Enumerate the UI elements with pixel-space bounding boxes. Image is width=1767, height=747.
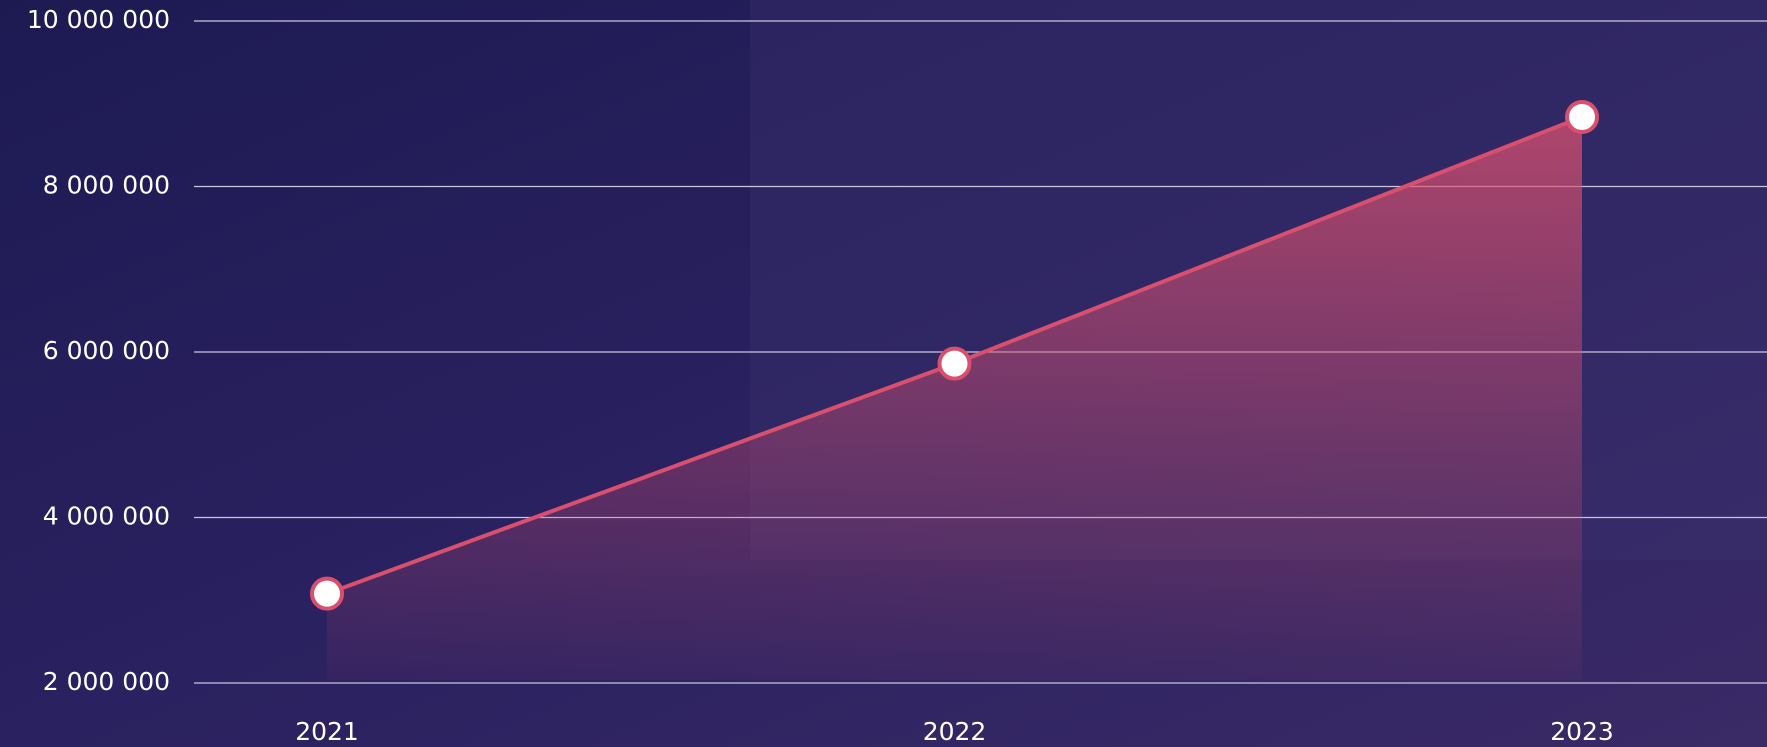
point [937,346,972,381]
x-tick-label: 2021 [295,717,359,746]
x-tick-label: 2023 [1550,717,1614,746]
y-tick-label: 6 000 000 [43,336,170,365]
y-tick-label: 4 000 000 [43,502,170,531]
y-tick-label: 2 000 000 [43,667,170,696]
y-tick-label: 10 000 000 [27,5,170,34]
point [1565,99,1599,134]
point [310,576,344,611]
x-tick-label: 2022 [923,717,987,746]
area [327,116,1582,681]
y-tick-label: 8 000 000 [43,171,170,200]
